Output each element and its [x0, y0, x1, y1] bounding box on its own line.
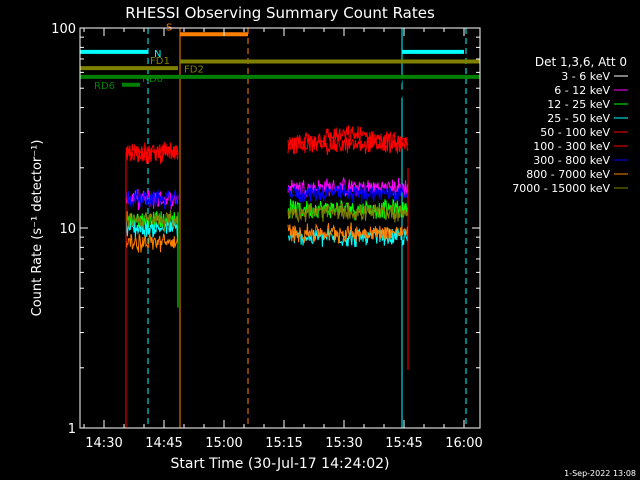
x-tick-label: 14:45 [145, 436, 182, 451]
x-tick-label: 15:30 [325, 436, 362, 451]
series-trace [287, 182, 409, 204]
x-tick-label: 15:00 [205, 436, 242, 451]
series-trace-3-6kev [287, 77, 409, 101]
legend-label: 300 - 800 keV [533, 154, 610, 167]
series-trace [125, 188, 179, 210]
legend-label: 50 - 100 keV [540, 126, 610, 139]
y-axis-label: Count Rate (s⁻¹ detector⁻¹) [30, 140, 45, 317]
legend-label: 12 - 25 keV [547, 98, 610, 111]
flag-label-fd1: FD1 [150, 56, 170, 67]
x-axis-label: Start Time (30-Jul-17 14:24:02) [170, 456, 389, 472]
legend-label: 3 - 6 keV [561, 70, 610, 83]
x-tick-label: 16:00 [445, 436, 482, 451]
series-trace [125, 232, 179, 253]
series-trace [287, 202, 409, 223]
legend-title: Det 1,3,6, Att 0 [535, 55, 627, 69]
legend-label: 6 - 12 keV [554, 84, 610, 97]
x-tick-label: 14:30 [85, 436, 122, 451]
series-trace [287, 228, 409, 248]
series-trace [125, 143, 179, 164]
x-tick-label: 15:15 [265, 436, 302, 451]
flag-label-rd6: RD6 [94, 81, 115, 92]
y-tick-label: 100 [51, 22, 76, 37]
y-tick-label: 10 [59, 222, 76, 237]
legend-label: 7000 - 15000 keV [512, 182, 610, 195]
y-tick-label: 1 [68, 422, 76, 437]
legend-label: 800 - 7000 keV [526, 168, 610, 181]
legend-label: 25 - 50 keV [547, 112, 610, 125]
flag-label-fd2: FD2 [184, 64, 204, 75]
series-trace [125, 210, 179, 232]
flag-label-n: N [154, 49, 161, 60]
x-tick-label: 15:45 [385, 436, 422, 451]
flag-label-rd0: RD0 [142, 74, 163, 85]
footer-timestamp: 1-Sep-2022 13:08 [564, 469, 636, 478]
series-trace [287, 134, 409, 155]
legend-label: 100 - 300 keV [533, 140, 610, 153]
chart-title: RHESSI Observing Summary Count Rates [125, 4, 435, 22]
series-trace [287, 222, 409, 245]
